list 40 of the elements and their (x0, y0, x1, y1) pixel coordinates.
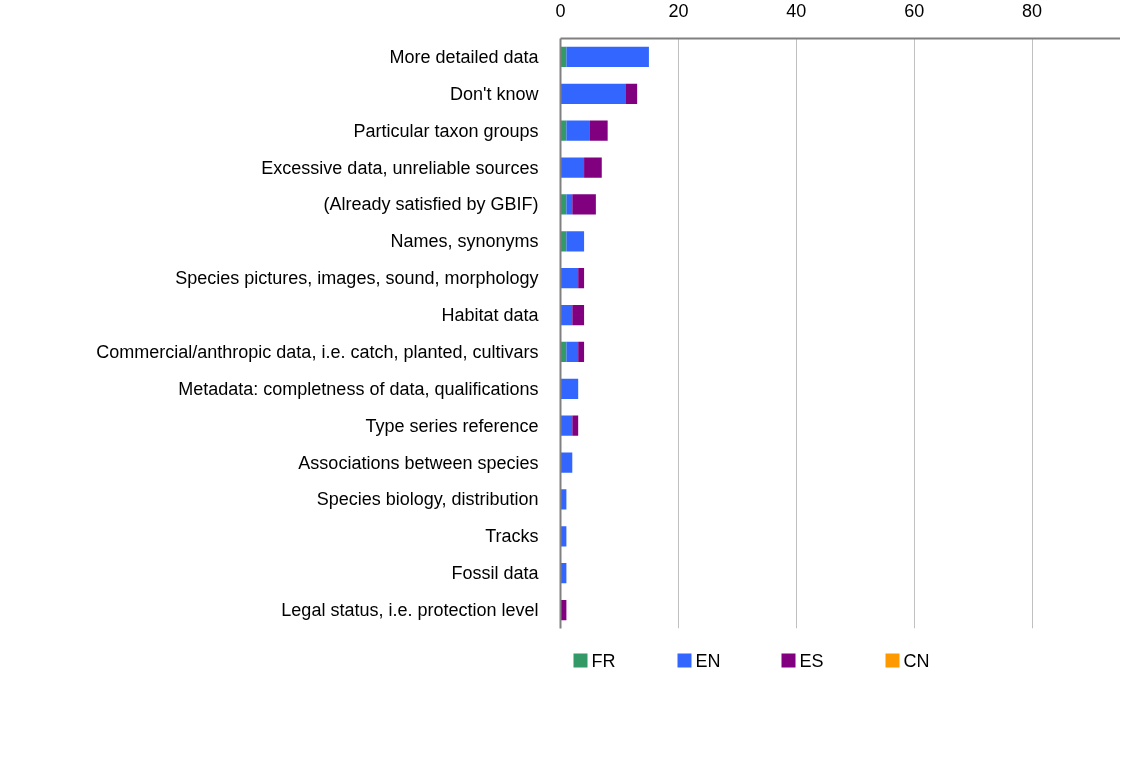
legend-label: ES (799, 650, 824, 671)
bar (566, 231, 585, 252)
y-tick-label: Names, synonyms (390, 231, 539, 252)
y-tick-label: Particular taxon groups (353, 120, 539, 141)
bar (566, 120, 590, 141)
bar (589, 120, 608, 141)
bar (572, 304, 585, 326)
bar (566, 341, 579, 363)
bar (578, 268, 585, 289)
y-tick-label: Habitat data (441, 305, 540, 326)
legend-label: FR (591, 650, 616, 671)
legend-label: EN (695, 650, 721, 671)
bar (566, 194, 573, 215)
bar (572, 194, 596, 215)
x-tick-label: 40 (786, 0, 807, 21)
y-tick-label: Fossil data (451, 563, 540, 584)
bar (572, 415, 579, 436)
bar (625, 83, 638, 104)
y-tick-label: Associations between species (298, 452, 539, 473)
y-tick-label: Commercial/anthropic data, i.e. catch, planted, cultivars (96, 341, 539, 362)
y-tick-label: Excessive data, unreliable sources (261, 157, 539, 178)
x-tick-label: 80 (1022, 0, 1043, 21)
x-tick-label: 0 (555, 0, 566, 21)
y-tick-label: Metadata: completness of data, qualifications (178, 378, 539, 399)
y-tick-label: Don't know (450, 83, 540, 104)
x-tick-label: 20 (668, 0, 689, 21)
y-tick-label: Legal status, i.e. protection level (281, 600, 539, 621)
bar (584, 157, 602, 178)
x-tick-label: 60 (904, 0, 925, 21)
y-tick-label: (Already satisfied by GBIF) (323, 194, 539, 215)
y-tick-label: Tracks (485, 526, 539, 547)
y-tick-label: More detailed data (389, 46, 540, 67)
bar (566, 46, 649, 68)
y-tick-label: Species biology, distribution (316, 489, 539, 510)
bar (578, 341, 585, 363)
legend-label: CN (903, 650, 930, 671)
y-tick-label: Type series reference (365, 415, 539, 436)
y-tick-label: Species pictures, images, sound, morphology (175, 268, 539, 289)
bar (560, 157, 585, 178)
bar (560, 83, 626, 104)
